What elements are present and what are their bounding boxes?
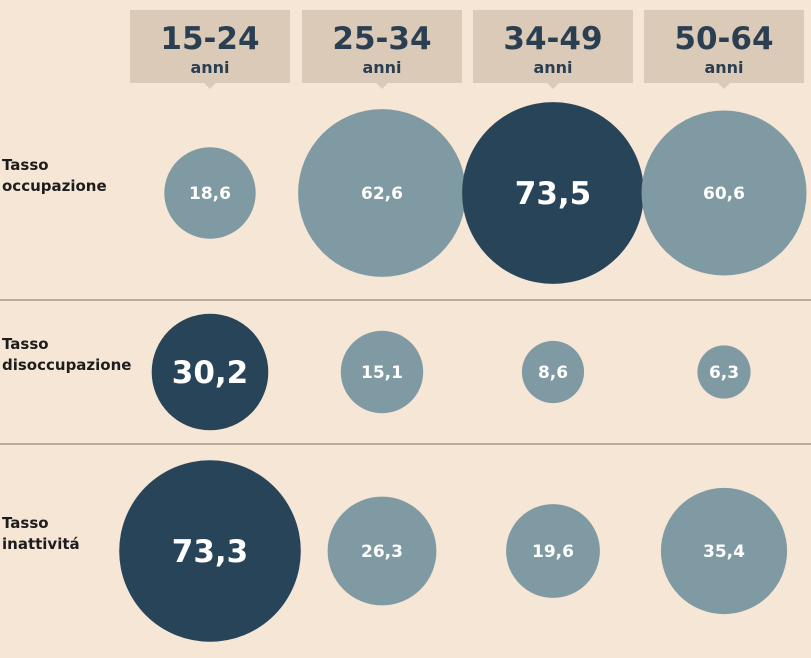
bubble-value-label: 60,6 [703,184,745,204]
bubble [298,109,466,277]
bubble-value-label: 19,6 [532,542,574,562]
column-header-pointer [204,83,216,89]
column-header-pointer [376,83,388,89]
bubble-value-label: 18,6 [189,184,231,204]
bubble-value-label: 35,4 [703,542,745,562]
row-label: disoccupazione [2,356,131,374]
column-header-unit: anni [362,58,401,77]
column-header-box [130,10,290,83]
column-header-range: 34-49 [503,21,602,57]
bubble [506,504,600,598]
bubble [521,340,585,404]
row-label: inattivitá [2,535,80,553]
column-header-unit: anni [190,58,229,77]
bubble [641,110,807,276]
column-header-box [302,10,462,83]
row-label: occupazione [2,177,107,195]
column-header-range: 25-34 [332,21,431,57]
column-header-range: 15-24 [160,21,259,57]
bubble [327,496,437,606]
column-header-unit: anni [704,58,743,77]
bubble-value-label: 6,3 [709,363,739,383]
bubble [660,487,788,615]
row-label: Tasso [2,335,49,353]
bubble [340,330,424,414]
column-header-box [644,10,804,83]
row-label: Tasso [2,514,49,532]
bubble-value-label: 62,6 [361,184,403,204]
bubble-value-label: 73,3 [172,534,249,570]
bubble [164,147,256,239]
bubble [462,102,644,284]
bubble-value-label: 73,5 [515,176,592,212]
bubble-value-label: 15,1 [361,363,403,383]
bubble-value-label: 26,3 [361,542,403,562]
column-header-pointer [547,83,559,89]
bubble [697,345,751,399]
column-header-unit: anni [533,58,572,77]
column-header-box [473,10,633,83]
column-header-pointer [718,83,730,89]
bubble-value-label: 30,2 [172,355,249,391]
bubble [119,460,301,642]
column-header-range: 50-64 [674,21,773,57]
row-label: Tasso [2,156,49,174]
bubble-value-label: 8,6 [538,363,568,383]
bubble [151,313,269,431]
